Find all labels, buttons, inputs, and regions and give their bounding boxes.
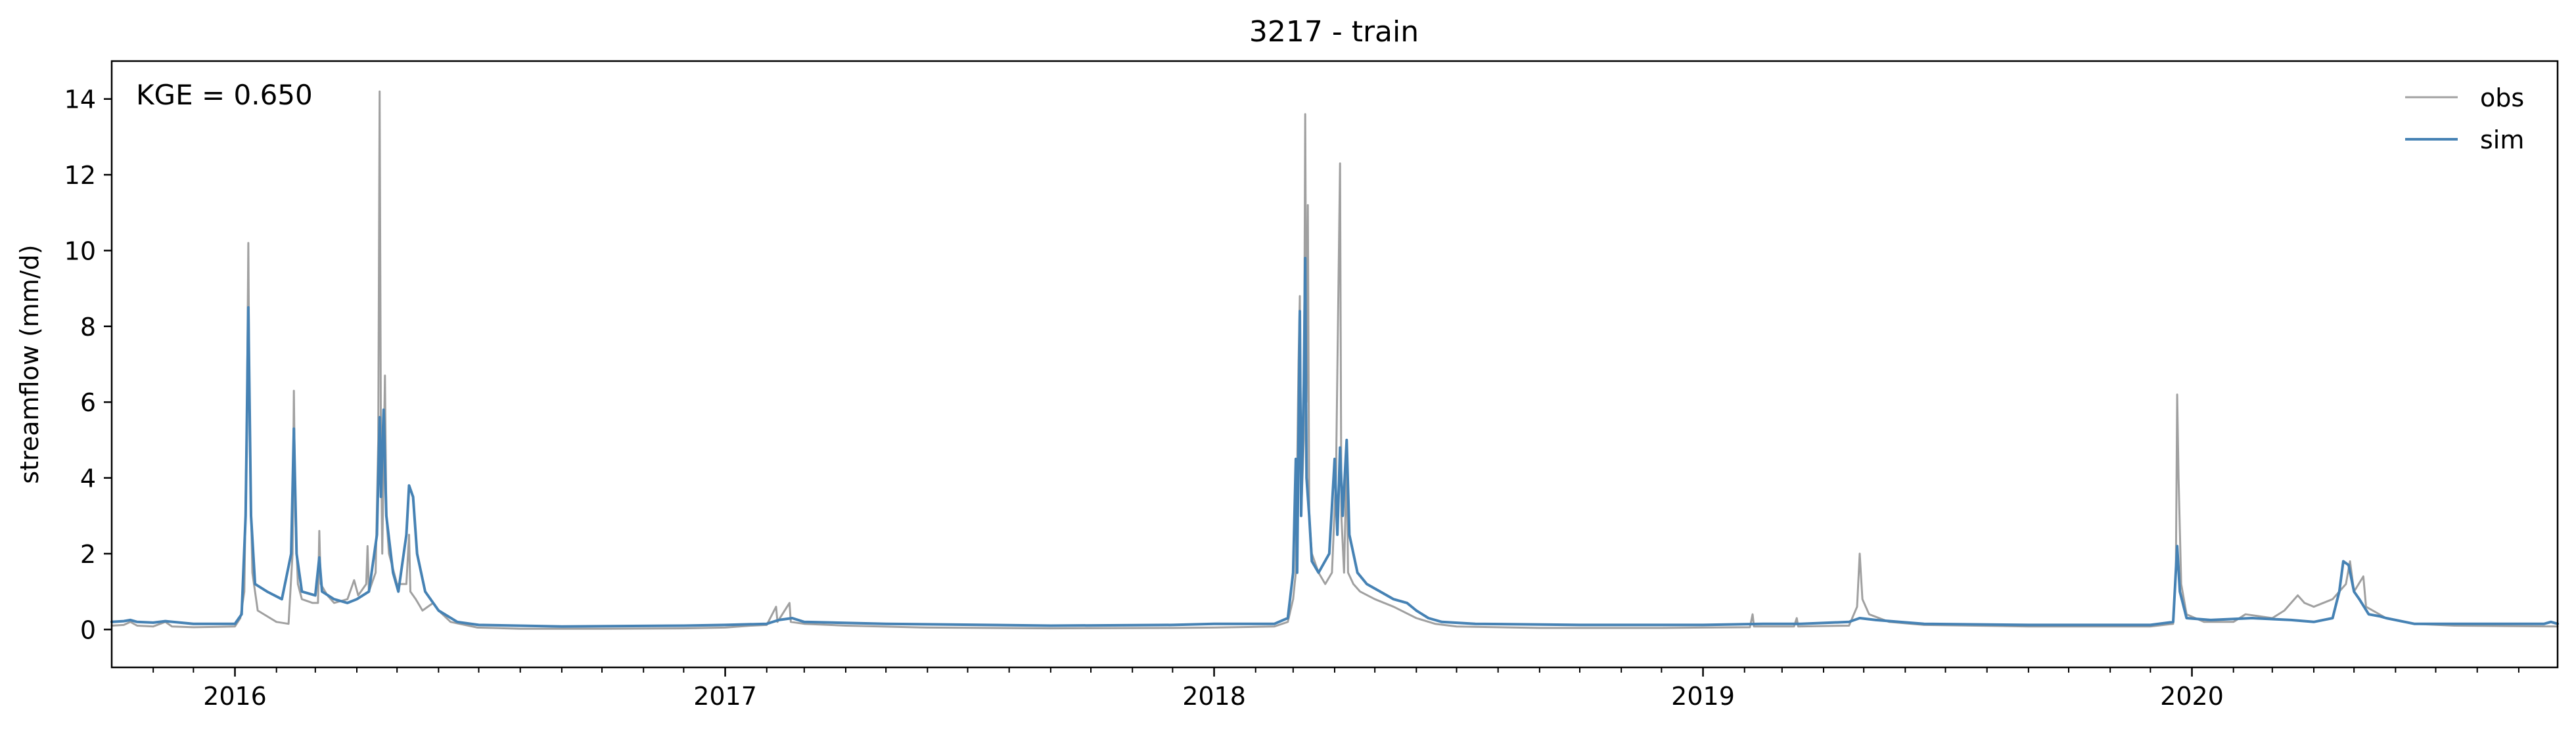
- y-axis-label: streamflow (mm/d): [15, 244, 44, 483]
- y-tick-label: 12: [64, 161, 96, 190]
- kge-annotation: KGE = 0.650: [136, 79, 313, 111]
- series-line-sim: [110, 257, 2559, 628]
- legend: obs sim: [2405, 83, 2524, 154]
- plot-frame: [110, 60, 2559, 669]
- chart-title: 3217 - train: [1249, 15, 1419, 49]
- x-tick-label: 2019: [1671, 682, 1735, 711]
- legend-label-sim: sim: [2480, 125, 2524, 154]
- x-tick-label: 2017: [693, 682, 757, 711]
- y-tick-label: 2: [80, 540, 96, 569]
- series-layer: [110, 90, 2559, 630]
- x-tick-label: 2016: [203, 682, 267, 711]
- legend-label-obs: obs: [2480, 83, 2524, 112]
- y-axis-ticks: 0 2 4 6 8 10 12 14: [64, 85, 112, 644]
- y-tick-label: 6: [80, 388, 96, 417]
- y-tick-label: 4: [80, 464, 96, 493]
- y-tick-label: 8: [80, 313, 96, 342]
- x-tick-label: 2018: [1182, 682, 1246, 711]
- x-tick-label: 2020: [2160, 682, 2224, 711]
- y-tick-label: 10: [64, 236, 96, 265]
- y-tick-label: 0: [80, 615, 96, 644]
- y-tick-label: 14: [64, 85, 96, 114]
- x-axis-ticks: 2016 2017 2018 2019 2020: [152, 667, 2519, 711]
- series-line-obs: [110, 90, 2559, 630]
